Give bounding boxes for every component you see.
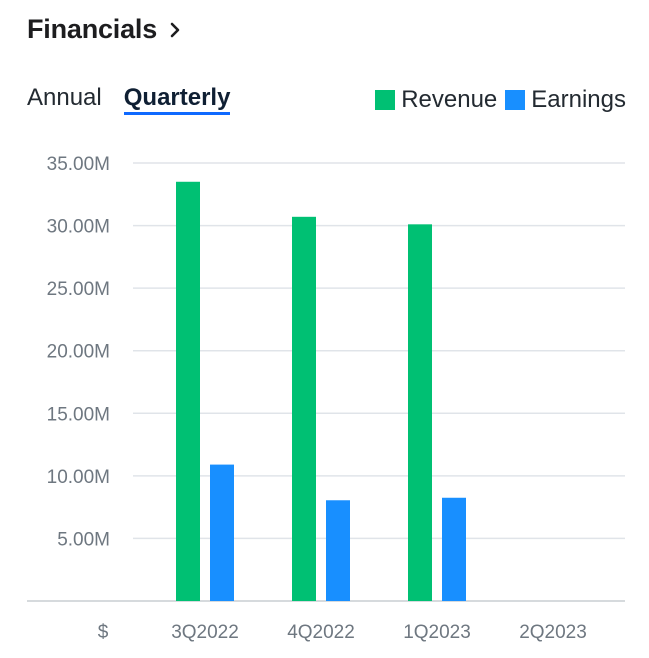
financials-bar-chart: 5.00M 10.00M 15.00M 20.00M 25.00M 30.00M 35.00… — [27, 154, 625, 643]
tab-annual[interactable]: Annual — [27, 84, 102, 111]
bar-earnings-3Q2022 — [210, 464, 234, 601]
legend-item-revenue: Revenue — [375, 86, 497, 114]
y-tick-label-5: 5.00M — [57, 529, 110, 550]
bar-revenue-1Q2023 — [408, 224, 432, 601]
y-tick-label-25: 25.00M — [47, 279, 110, 300]
y-tick-label-35: 35.00M — [47, 154, 110, 175]
y-tick-label-20: 20.00M — [47, 342, 110, 363]
x-tick-label-1Q2023: 1Q2023 — [403, 622, 471, 643]
x-tick-label-4Q2022: 4Q2022 — [287, 622, 355, 643]
bar-revenue-3Q2022 — [176, 181, 200, 601]
period-tabs: Annual Quarterly — [27, 84, 231, 115]
chevron-right-icon — [170, 22, 180, 37]
bar-earnings-4Q2022 — [326, 500, 350, 601]
legend-item-earnings: Earnings — [505, 86, 626, 114]
financials-header-link[interactable]: Financials — [27, 14, 183, 45]
x-tick-label-2Q2023: 2Q2023 — [519, 622, 587, 643]
y-tick-label-15: 15.00M — [47, 404, 110, 425]
legend-label-revenue: Revenue — [401, 86, 498, 113]
section-title: Financials — [27, 14, 158, 44]
bar-revenue-4Q2022 — [292, 216, 316, 601]
x-axis-unit-label: $ — [98, 622, 109, 643]
y-tick-label-30: 30.00M — [47, 217, 110, 238]
y-tick-label-10: 10.00M — [47, 467, 110, 488]
bar-earnings-1Q2023 — [442, 497, 466, 601]
legend-swatch-revenue — [375, 90, 396, 110]
tab-quarterly[interactable]: Quarterly — [123, 84, 231, 115]
chart-legend: Revenue Earnings — [367, 86, 626, 114]
x-tick-label-3Q2022: 3Q2022 — [171, 622, 239, 643]
legend-swatch-earnings — [505, 90, 526, 110]
legend-label-earnings: Earnings — [531, 86, 626, 113]
